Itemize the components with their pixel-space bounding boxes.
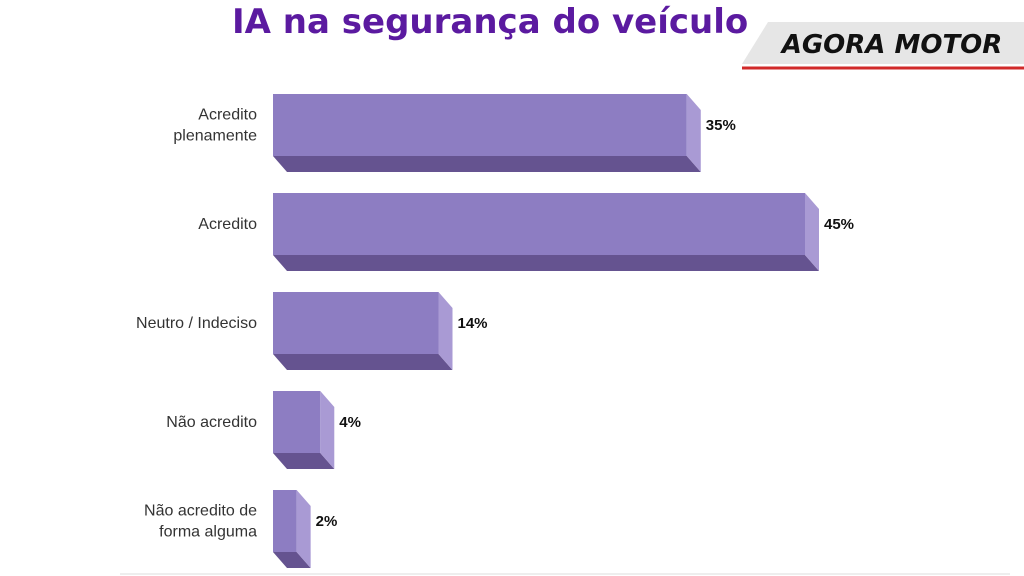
bar-5-value-label: 2% (316, 513, 338, 530)
bar-2-value-label: 45% (824, 216, 854, 233)
bar-1-bottom (273, 156, 701, 172)
bar-5-bottom (273, 552, 311, 568)
bar-4-value-label: 4% (339, 414, 361, 431)
bar-4-bottom (273, 453, 335, 469)
bar-2 (273, 193, 805, 255)
brand-banner (742, 22, 1024, 64)
bar-4 (273, 391, 321, 453)
category-label-2: Acredito (198, 216, 257, 233)
category-label-3: Neutro / Indeciso (136, 315, 257, 332)
bar-4-side (320, 391, 335, 469)
bar-3-value-label: 14% (458, 315, 488, 332)
bar-3-side (438, 292, 453, 370)
bar-1-side (686, 94, 701, 172)
brand-name: AGORA MOTOR (780, 30, 1003, 60)
brand-logo: AGORA MOTOR (742, 22, 1024, 70)
category-label-1: Acredito plenamente (173, 107, 257, 145)
bar-2-side (805, 193, 819, 271)
bar-3-bottom (273, 354, 453, 370)
category-label-5: Não acredito de forma alguma (144, 503, 257, 541)
bar-5 (273, 490, 297, 552)
bar-2-bottom (273, 255, 819, 271)
bar-5-side (296, 490, 311, 568)
category-label-4: Não acredito (166, 414, 257, 431)
bar-1-value-label: 35% (706, 117, 736, 134)
chart-title: IA na segurança do veículo (232, 2, 749, 42)
bar-1 (273, 94, 687, 156)
bar-3 (273, 292, 439, 354)
